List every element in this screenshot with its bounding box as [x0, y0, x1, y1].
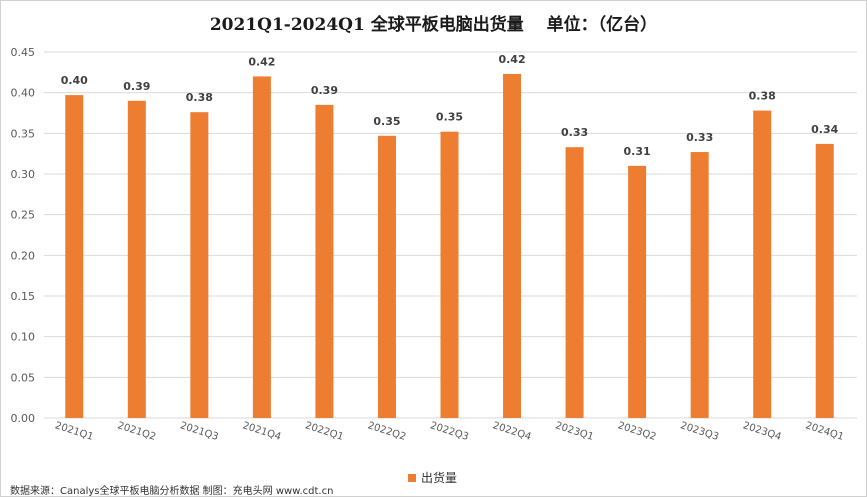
y-tick-label: 0.25 [11, 209, 36, 222]
y-tick-label: 0.20 [11, 249, 36, 262]
x-tick-label: 2021Q3 [179, 420, 220, 443]
x-tick-label: 2022Q2 [366, 420, 407, 443]
bar [440, 131, 459, 418]
y-tick-label: 0.30 [11, 168, 36, 181]
y-tick-label: 0.45 [11, 46, 36, 59]
data-label: 0.31 [624, 145, 651, 158]
y-tick-label: 0.15 [11, 290, 36, 303]
x-tick-label: 2023Q2 [616, 420, 657, 443]
legend-label: 出货量 [421, 471, 458, 485]
data-label: 0.38 [186, 91, 213, 104]
data-label: 0.39 [123, 80, 150, 93]
data-label: 0.42 [248, 55, 275, 68]
x-tick-label: 2024Q1 [804, 420, 845, 443]
x-tick-label: 2021Q4 [241, 420, 282, 443]
legend-swatch [408, 473, 416, 482]
x-tick-label: 2022Q3 [429, 420, 470, 443]
data-label: 0.42 [498, 53, 525, 66]
y-tick-label: 0.00 [11, 412, 36, 425]
data-label: 0.33 [561, 126, 588, 139]
bar [565, 147, 584, 418]
data-label: 0.39 [311, 84, 338, 97]
data-label: 0.34 [811, 123, 838, 136]
data-label: 0.38 [749, 90, 776, 103]
bar [753, 110, 772, 418]
bar [628, 165, 647, 418]
y-tick-label: 0.40 [11, 87, 36, 100]
chart-title: 2021Q1-2024Q1 全球平板电脑出货量 单位：（亿台） [209, 15, 658, 35]
bar [65, 95, 84, 419]
bar [690, 152, 709, 419]
y-tick-label: 0.35 [11, 127, 36, 140]
bar [503, 73, 522, 419]
x-tick-label: 2023Q3 [679, 420, 720, 443]
bar [252, 76, 271, 419]
source-note: 数据来源：Canalys全球平板电脑分析数据 制图：充电头网 www.cdt.c… [10, 486, 334, 497]
x-tick-label: 2023Q1 [554, 420, 595, 443]
data-label: 0.40 [61, 74, 88, 87]
data-label: 0.35 [373, 115, 400, 128]
data-label: 0.35 [436, 111, 463, 124]
data-label: 0.33 [686, 131, 713, 144]
legend: 出货量 [408, 469, 457, 486]
x-tick-label: 2022Q4 [491, 420, 532, 443]
bar [315, 104, 334, 418]
bar [377, 135, 396, 419]
x-tick-label: 2021Q2 [116, 420, 157, 443]
x-tick-label: 2022Q1 [304, 420, 345, 443]
y-tick-label: 0.05 [11, 371, 36, 384]
y-tick-label: 0.10 [11, 331, 36, 344]
x-tick-label: 2021Q1 [53, 420, 94, 443]
bar [190, 112, 209, 418]
bar [127, 100, 146, 419]
bar [815, 143, 834, 418]
x-tick-label: 2023Q4 [741, 420, 782, 443]
